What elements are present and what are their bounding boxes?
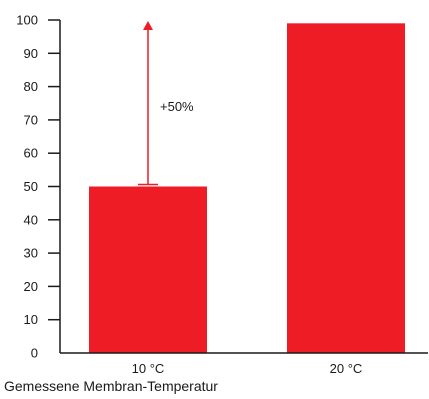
annotation-arrow-head xyxy=(143,21,153,30)
x-axis-title: Gemessene Membran-Temperatur xyxy=(4,378,218,394)
y-tick-label: 30 xyxy=(24,246,38,261)
annotation-label: +50% xyxy=(160,99,194,114)
y-tick-label: 50 xyxy=(24,179,38,194)
y-tick-label: 70 xyxy=(24,112,38,127)
bars xyxy=(89,23,405,354)
bar xyxy=(287,23,405,354)
y-tick-label: 100 xyxy=(16,13,38,28)
bar xyxy=(89,186,207,353)
y-axis: 0 10 20 30 40 50 60 70 80 90 100 xyxy=(16,13,61,361)
annotation: +50% xyxy=(138,21,194,186)
y-tick-label: 20 xyxy=(24,279,38,294)
y-tick-label: 40 xyxy=(24,212,38,227)
y-tick-label: 90 xyxy=(24,46,38,61)
y-tick-label: 0 xyxy=(31,346,38,361)
x-category-label: 10 °C xyxy=(132,361,165,376)
x-category-label: 20 °C xyxy=(330,361,363,376)
y-tick-label: 60 xyxy=(24,146,38,161)
x-axis: 10 °C 20 °C xyxy=(60,352,428,376)
y-tick-label: 80 xyxy=(24,79,38,94)
y-tick-label: 10 xyxy=(24,312,38,327)
